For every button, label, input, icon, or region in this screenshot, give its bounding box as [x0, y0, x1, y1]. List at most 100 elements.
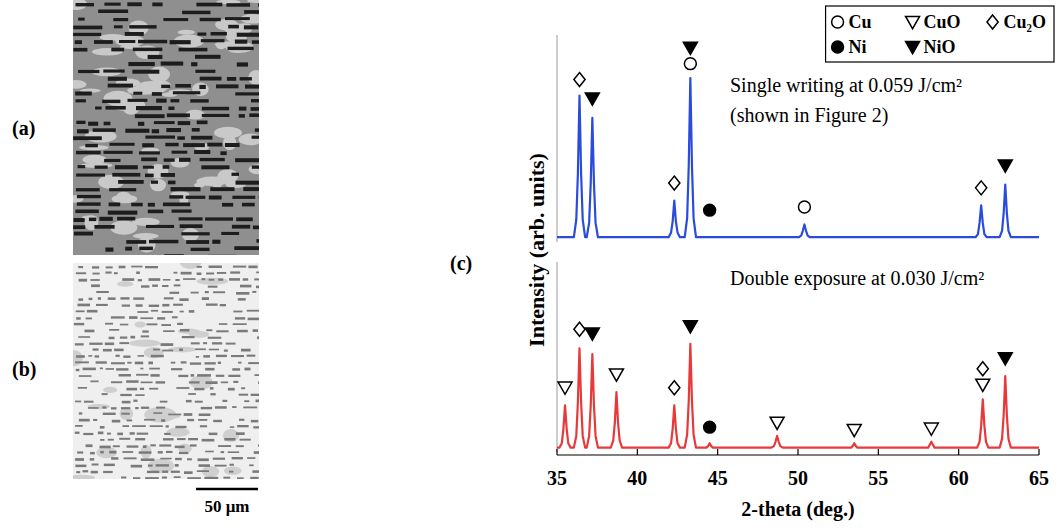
micrograph-groove [120, 324, 128, 326]
micrograph-groove [195, 401, 203, 403]
micrograph-groove [107, 433, 111, 435]
micrograph-groove [88, 407, 99, 409]
micrograph-groove [75, 465, 86, 468]
micrograph-groove [177, 136, 185, 140]
micrograph-groove [133, 400, 137, 402]
micrograph-groove [178, 121, 191, 125]
micrograph-groove [149, 278, 161, 281]
peak-marker [704, 421, 716, 433]
y-axis-title: Intensity (arb. units) [524, 153, 549, 347]
micrograph-groove [75, 40, 82, 44]
micrograph-groove [163, 203, 190, 207]
micrograph-groove [191, 292, 199, 294]
micrograph-groove [156, 99, 167, 103]
micrograph-groove [104, 464, 115, 467]
micrograph-groove [131, 266, 142, 268]
micrograph-grain [73, 80, 87, 89]
micrograph-groove [253, 426, 259, 428]
x-tick [797, 449, 798, 455]
micrograph-groove [98, 10, 128, 14]
micrograph-grain [178, 30, 195, 35]
micrograph-groove [233, 311, 242, 313]
micrograph-groove [79, 375, 92, 377]
micrograph-groove [78, 304, 91, 307]
micrograph-grain [73, 475, 95, 479]
micrograph-groove [235, 40, 247, 44]
micrograph-groove [98, 432, 104, 435]
legend-box [826, 6, 1054, 62]
micrograph-groove [156, 464, 169, 466]
micrograph-groove [120, 394, 131, 396]
panel-label: (b) [12, 358, 36, 381]
micrograph-groove [96, 304, 108, 306]
micrograph-groove [100, 451, 104, 454]
micrograph-grain [247, 0, 259, 3]
micrograph-groove [136, 374, 148, 376]
micrograph-groove [177, 323, 183, 325]
micrograph-groove [205, 362, 216, 364]
peak-marker [976, 181, 987, 195]
micrograph-groove [197, 374, 211, 377]
micrograph-groove [252, 165, 259, 168]
micrograph-grain [166, 428, 189, 437]
micrograph-groove [141, 158, 157, 162]
micrograph-groove [108, 297, 116, 300]
micrograph-groove [111, 381, 122, 383]
micrograph-groove [108, 211, 138, 215]
micrograph-groove [111, 362, 125, 364]
micrograph-groove [211, 32, 227, 36]
micrograph-groove [234, 246, 259, 250]
micrograph-groove [182, 11, 210, 15]
micrograph-groove [145, 174, 154, 178]
micrograph-groove [206, 273, 214, 275]
micrograph-groove [136, 106, 162, 110]
micrograph-groove [77, 202, 101, 205]
legend-label: NiO [924, 37, 956, 57]
panel-label: (c) [450, 252, 472, 275]
micrograph-groove [96, 361, 107, 363]
micrograph-groove [100, 426, 105, 429]
micrograph-groove [253, 226, 259, 230]
micrograph-groove [89, 343, 102, 345]
micrograph-groove [171, 368, 182, 370]
peak-marker [585, 328, 599, 340]
micrograph-groove [251, 420, 258, 423]
micrograph-groove [186, 196, 206, 199]
micrograph-groove [243, 407, 257, 409]
micrograph-groove [135, 394, 144, 396]
micrograph-groove [140, 388, 144, 390]
micrograph-groove [121, 477, 126, 479]
micrograph-groove [245, 85, 259, 89]
micrograph-groove [95, 107, 102, 110]
micrograph-groove [139, 247, 153, 251]
micrograph-groove [102, 406, 106, 408]
y-axis-line [557, 35, 558, 242]
micrograph-groove [200, 77, 222, 81]
micrograph-groove [223, 400, 228, 402]
micrograph-groove [221, 382, 228, 384]
micrograph-groove [216, 330, 228, 332]
micrograph-groove [131, 465, 142, 468]
micrograph-groove [76, 369, 80, 371]
micrograph-groove [174, 284, 181, 286]
micrograph-groove [152, 129, 159, 133]
micrograph-groove [258, 444, 259, 446]
micrograph-groove [79, 412, 83, 414]
micrograph-groove [235, 158, 259, 162]
micrograph-groove [207, 143, 222, 147]
micrograph-groove [93, 128, 116, 132]
micrograph-groove [121, 413, 130, 415]
micrograph-groove [180, 224, 203, 228]
micrograph-groove [146, 225, 174, 228]
micrograph-groove [138, 122, 144, 126]
micrograph-groove [180, 311, 184, 313]
micrograph-groove [162, 311, 173, 313]
micrograph-groove [83, 368, 96, 371]
micrograph-groove [161, 62, 184, 66]
micrograph-groove [119, 342, 129, 344]
micrograph-groove [186, 400, 192, 403]
y-axis-line [557, 262, 558, 452]
micrograph-groove [206, 381, 218, 384]
micrograph-groove [158, 451, 163, 453]
micrograph-groove [199, 85, 205, 89]
